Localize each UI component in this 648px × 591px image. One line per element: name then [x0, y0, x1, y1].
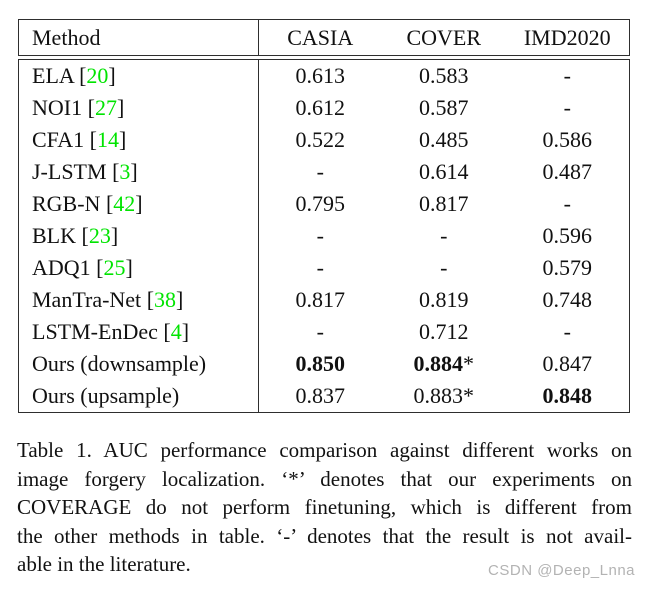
table-row: J-LSTM [3] - 0.614 0.487 [19, 156, 629, 188]
method-cell: Ours (upsample) [32, 383, 180, 408]
value-cell: - [563, 319, 571, 344]
caption-line: image forgery localization. ‘*’ denotes … [17, 466, 632, 491]
table-row: BLK [23] - - 0.596 [19, 220, 629, 252]
value-cell: 0.522 [295, 127, 346, 152]
citation-number: 3 [119, 159, 131, 184]
caption-line: Table 1. AUC performance comparison agai… [17, 438, 632, 462]
method-cell: LSTM-EnDec [4] [32, 319, 190, 344]
results-table: Method CASIA COVER IMD2020 ELA [20] 0.613… [18, 19, 630, 413]
caption-line: able in the literature. [17, 552, 191, 576]
row-values: 0.850 0.884* 0.847 [257, 348, 630, 380]
table-caption: Table 1. AUC performance comparison agai… [17, 436, 632, 579]
table-row: Ours (downsample) 0.850 0.884* 0.847 [19, 348, 629, 380]
value-cell: 0.614 [419, 159, 469, 184]
value-cell: - [316, 255, 324, 280]
value-cell: 0.596 [542, 223, 593, 248]
row-values: 0.795 0.817 - [257, 188, 630, 220]
citation-number: 14 [97, 127, 119, 152]
value-cell: 0.837 [295, 383, 346, 408]
caption-line: the other methods in table. ‘-’ denotes … [17, 523, 632, 548]
method-cell: BLK [23] [32, 223, 119, 248]
column-header-method: Method [32, 24, 101, 50]
asterisk-marker: * [463, 383, 474, 408]
method-cell: RGB-N [42] [32, 191, 143, 216]
column-header-cover: COVER [406, 24, 482, 50]
header-data-columns: CASIA COVER IMD2020 [257, 20, 630, 55]
row-values: - - 0.596 [257, 220, 630, 252]
asterisk-marker: * [463, 351, 474, 376]
table-row: RGB-N [42] 0.795 0.817 - [19, 188, 629, 220]
citation-number: 25 [103, 255, 126, 280]
row-values: 0.817 0.819 0.748 [257, 284, 630, 316]
citation-number: 23 [88, 223, 111, 248]
value-cell: - [440, 255, 448, 280]
citation-number: 27 [94, 95, 117, 120]
table-header-row: Method CASIA COVER IMD2020 [18, 19, 630, 56]
row-values: - 0.712 - [257, 316, 630, 348]
table-row: ELA [20] 0.613 0.583 - [19, 60, 629, 92]
table-row: NOI1 [27] 0.612 0.587 - [19, 92, 629, 124]
value-cell: - [316, 159, 324, 184]
value-cell: 0.883* [413, 383, 475, 408]
method-cell: ELA [20] [32, 63, 116, 88]
table-row: ManTra-Net [38] 0.817 0.819 0.748 [19, 284, 629, 316]
row-values: 0.613 0.583 - [257, 60, 630, 92]
value-cell: 0.583 [419, 63, 469, 88]
method-cell: ManTra-Net [38] [32, 287, 184, 312]
value-cell: 0.795 [295, 191, 346, 216]
value-cell: - [563, 95, 571, 120]
value-cell: 0.817 [295, 287, 346, 312]
table-body: ELA [20] 0.613 0.583 - NOI1 [27] 0.612 0.587 - C… [18, 59, 630, 413]
value-cell: 0.487 [542, 159, 593, 184]
value-cell: 0.712 [419, 319, 469, 344]
table-row: CFA1 [14] 0.522 0.485 0.586 [19, 124, 629, 156]
value-cell: 0.586 [542, 127, 593, 152]
row-values: - 0.614 0.487 [257, 156, 630, 188]
value-cell: - [563, 191, 571, 216]
method-cell: NOI1 [27] [32, 95, 125, 120]
value-cell: 0.847 [542, 351, 593, 376]
value-cell: 0.748 [542, 287, 593, 312]
citation-number: 38 [154, 287, 177, 312]
table-row: Ours (upsample) 0.837 0.883* 0.848 [19, 380, 629, 412]
watermark: CSDN @Deep_Lnna [488, 562, 635, 579]
value-cell: 0.613 [295, 63, 346, 88]
row-values: - - 0.579 [257, 252, 630, 284]
value-cell: 0.848 [542, 383, 593, 408]
row-values: 0.612 0.587 - [257, 92, 630, 124]
value-cell: 0.612 [295, 95, 346, 120]
caption-line: COVERAGE do not perform finetuning, whic… [17, 495, 632, 519]
value-cell: 0.817 [419, 191, 469, 216]
table-row: ADQ1 [25] - - 0.579 [19, 252, 629, 284]
citation-number: 20 [86, 63, 109, 88]
value-cell: - [316, 319, 324, 344]
citation-number: 4 [170, 319, 182, 344]
method-cell: CFA1 [14] [32, 127, 127, 152]
method-cell: ADQ1 [25] [32, 255, 133, 280]
value-cell: - [316, 223, 324, 248]
value-cell: 0.850 [295, 351, 346, 376]
value-cell: - [563, 63, 571, 88]
value-cell: 0.485 [419, 127, 469, 152]
value-cell: 0.819 [419, 287, 469, 312]
value-cell: - [440, 223, 448, 248]
method-cell: Ours (downsample) [32, 351, 207, 376]
value-cell: 0.884* [413, 351, 475, 376]
value-cell: 0.579 [542, 255, 593, 280]
value-cell: 0.587 [419, 95, 469, 120]
row-values: 0.522 0.485 0.586 [257, 124, 630, 156]
method-cell: J-LSTM [3] [32, 159, 138, 184]
column-header-casia: CASIA [287, 24, 354, 50]
column-header-imd2020: IMD2020 [523, 24, 611, 50]
table-row: LSTM-EnDec [4] - 0.712 - [19, 316, 629, 348]
row-values: 0.837 0.883* 0.848 [257, 380, 630, 412]
citation-number: 42 [113, 191, 136, 216]
